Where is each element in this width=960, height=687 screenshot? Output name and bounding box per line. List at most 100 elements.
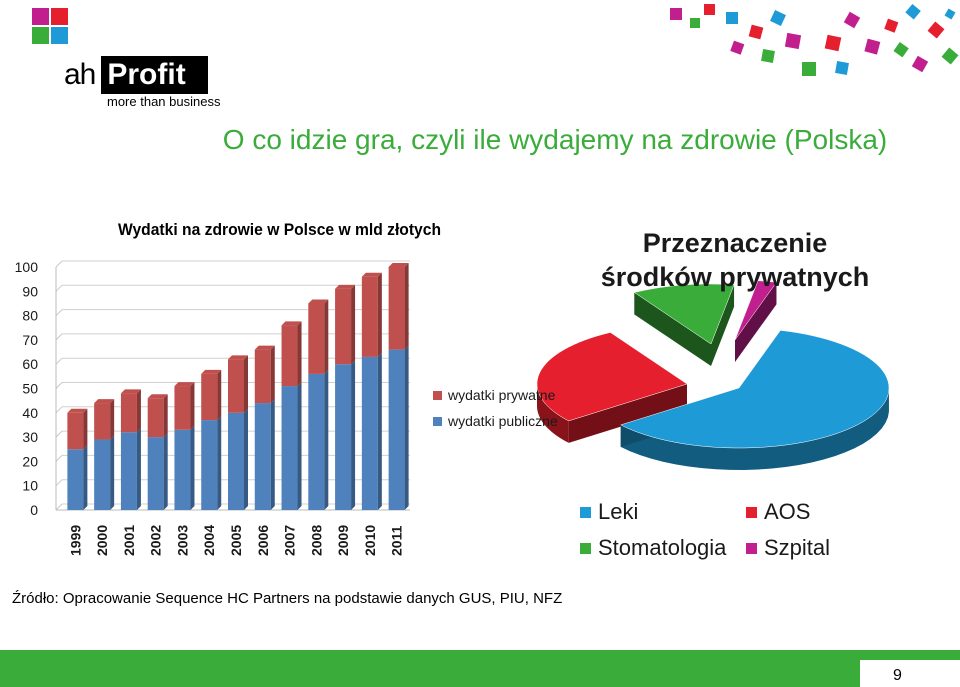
logo-square-magenta — [32, 8, 49, 25]
x-tick-label: 2005 — [228, 525, 244, 556]
bar-chart-title: Wydatki na zdrowie w Polsce w mld złotyc… — [118, 220, 442, 239]
bar-public-1999 — [67, 449, 84, 510]
pie-legend-swatch-szpital — [746, 542, 757, 554]
bar-private-2006 — [254, 349, 271, 404]
bar-private-2005 — [228, 359, 244, 413]
logo-ah: ah — [64, 58, 96, 91]
pie-title-line1: Przeznaczenie — [642, 228, 828, 258]
x-tick-label: 2003 — [174, 525, 190, 556]
pie-cut-Stomatologia — [711, 284, 735, 366]
bar-side-2000 — [110, 435, 115, 510]
logo-square-blue — [51, 27, 68, 44]
bar-side-2010 — [377, 352, 382, 510]
bar-side-2006 — [270, 345, 275, 404]
bar-public-2005 — [228, 412, 244, 510]
pie-legend-swatch-aos — [746, 506, 757, 518]
grid-diag — [55, 284, 63, 292]
bar-public-2004 — [201, 420, 218, 510]
bar-private-2002 — [147, 398, 164, 438]
bar-side-2010 — [377, 272, 382, 357]
x-tick-label: 2004 — [201, 525, 217, 556]
bar-private-2003 — [174, 386, 191, 430]
grid-diag — [55, 382, 63, 389]
x-tick-label: 2008 — [308, 525, 324, 556]
y-tick-label: 30 — [22, 429, 38, 445]
bar-public-2000 — [94, 439, 111, 510]
grid-diag — [55, 430, 63, 438]
bar-side-2001 — [136, 428, 141, 510]
pie-legend-label-leki: Leki — [598, 499, 639, 524]
bar-private-2000 — [94, 403, 111, 440]
chart-canvas: 0 10 20 30 40 50 60 70 80 90 100 1999 2000 2001 2002 20… — [15, 259, 890, 556]
bar-side-2005 — [244, 408, 248, 510]
bar-side-2008 — [324, 369, 329, 510]
pie-legend-swatch-stomatologia — [580, 542, 591, 554]
x-tick-label: 2000 — [94, 525, 110, 556]
bar-private-2010 — [361, 276, 378, 357]
bar-side-2005 — [244, 355, 248, 413]
y-tick-label: 20 — [22, 453, 38, 469]
y-tick-label: 90 — [22, 283, 38, 299]
bar-side-2007 — [297, 382, 302, 510]
bar-side-2001 — [136, 389, 141, 433]
legend-item-private: wydatki prywatne — [433, 382, 558, 408]
bar-top-2007 — [281, 321, 302, 326]
y-tick-label: 80 — [22, 308, 38, 324]
bar-side-2006 — [270, 399, 275, 510]
grid-diag — [55, 406, 63, 414]
pie-side-Leki — [620, 389, 889, 470]
y-tick-label: 50 — [22, 381, 38, 397]
bar-side-2008 — [324, 299, 329, 374]
pie-legend-item-stomatologia: Stomatologia — [580, 533, 746, 563]
bar-public-2010 — [361, 356, 378, 510]
logo-profit: Profit — [101, 56, 208, 94]
bar-side-2011 — [404, 263, 409, 350]
legend-label-private: wydatki prywatne — [448, 387, 556, 403]
bar-top-2001 — [120, 389, 141, 394]
pie-slice-Szpital — [734, 280, 777, 341]
bar-public-2008 — [308, 373, 325, 510]
pie-cut-AOS — [568, 384, 687, 443]
bar-side-2003 — [190, 425, 195, 510]
y-tick-label: 10 — [22, 478, 38, 494]
bar-private-2007 — [281, 325, 298, 387]
bar-chart-legend: wydatki prywatne wydatki publiczne — [433, 382, 558, 434]
pie-legend-label-stomatologia: Stomatologia — [598, 535, 727, 560]
bar-top-2008 — [308, 299, 329, 304]
page-number-box — [860, 660, 960, 687]
y-tick-label: 100 — [15, 259, 39, 275]
y-tick-label: 40 — [22, 405, 38, 421]
bar-side-2000 — [110, 399, 115, 440]
bar-top-2006 — [254, 345, 275, 350]
x-tick-label: 2002 — [148, 525, 164, 556]
ahprofit-logo: ah Profit more than business — [30, 8, 220, 109]
bar-side-2004 — [217, 369, 222, 421]
bar-private-2011 — [388, 267, 405, 350]
bar-side-2011 — [404, 345, 409, 510]
bar-side-2007 — [297, 321, 302, 387]
x-tick-label: 2006 — [255, 525, 271, 556]
y-tick-label: 0 — [30, 502, 38, 518]
bar-top-1999 — [67, 408, 88, 413]
bar-private-2008 — [308, 303, 325, 374]
bar-top-2004 — [201, 369, 222, 374]
bar-public-2009 — [335, 364, 352, 510]
pie-legend-label-szpital: Szpital — [764, 535, 831, 560]
bar-top-2002 — [147, 394, 168, 399]
page-number: 9 — [893, 667, 902, 684]
grid-diag — [55, 309, 63, 316]
pie-side-AOS — [537, 383, 569, 443]
bar-side-2003 — [190, 382, 195, 430]
x-tick-label: 1999 — [67, 525, 83, 556]
x-tick-label: 2007 — [282, 525, 298, 556]
bar-top-2000 — [94, 399, 115, 404]
grid-diag — [55, 455, 63, 462]
bar-side-2004 — [217, 416, 222, 510]
y-tick-label: 60 — [22, 356, 38, 372]
x-tick-label: 2009 — [335, 525, 351, 556]
bar-side-2009 — [351, 284, 356, 365]
pie-title-line2: środków prywatnych — [600, 262, 870, 292]
bar-side-1999 — [83, 445, 88, 510]
bar-private-1999 — [67, 412, 84, 450]
logo-wordmark: ah Profit — [64, 56, 208, 94]
